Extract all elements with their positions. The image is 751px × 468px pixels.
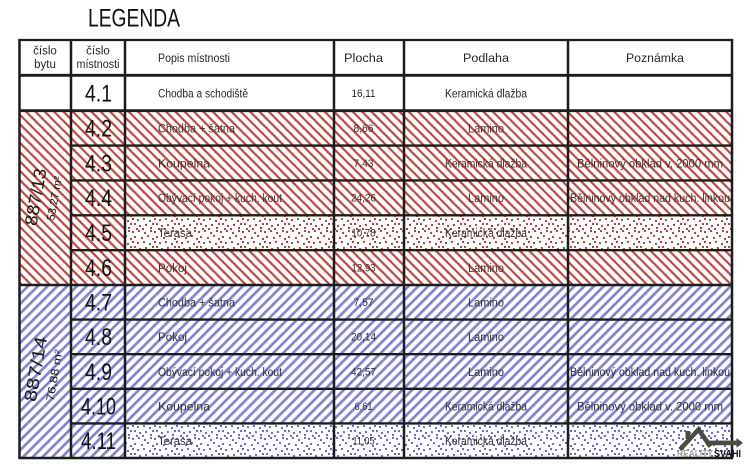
svg-text:4.9: 4.9 [85,359,112,386]
svg-text:11,05: 11,05 [353,436,375,448]
svg-text:Chodba + šatna: Chodba + šatna [158,296,235,310]
svg-text:Obývací pokoj + kuch. kout: Obývací pokoj + kuch. kout [158,191,282,205]
svg-text:20,14: 20,14 [351,332,376,344]
svg-text:Lamino: Lamino [468,191,504,205]
svg-text:Lamino: Lamino [468,365,504,379]
svg-text:24,26: 24,26 [351,193,376,205]
svg-text:Bělninový obklad v. 2000 mm: Bělninový obklad v. 2000 mm [577,156,723,170]
svg-text:4.2: 4.2 [85,115,112,142]
svg-text:Podlaha: Podlaha [463,51,509,65]
svg-text:Terasa: Terasa [158,226,192,240]
svg-text:Keramická dlažba: Keramická dlažba [445,399,527,413]
svg-text:Plocha: Plocha [344,51,383,65]
svg-text:Pokoj: Pokoj [158,261,187,275]
svg-text:Lamino: Lamino [468,261,504,275]
svg-text:Keramická dlažba: Keramická dlažba [445,434,527,448]
svg-text:4.1: 4.1 [85,80,112,107]
svg-text:Lamino: Lamino [468,121,504,135]
svg-text:Lamino: Lamino [468,296,504,310]
svg-text:Pokoj: Pokoj [158,330,187,344]
svg-text:4.3: 4.3 [85,150,112,177]
svg-text:12,93: 12,93 [352,262,376,274]
svg-text:6,61: 6,61 [355,401,373,413]
svg-text:Keramická dlažba: Keramická dlažba [445,226,527,240]
svg-text:Koupelna: Koupelna [158,156,210,170]
svg-text:Terasa: Terasa [158,434,192,448]
svg-text:Poznámka: Poznámka [626,51,684,65]
svg-text:bytu: bytu [34,59,56,71]
svg-text:SVAHI: SVAHI [714,449,741,460]
svg-text:4.11: 4.11 [81,428,116,455]
svg-text:4.7: 4.7 [85,290,112,317]
svg-text:4.6: 4.6 [85,255,112,282]
svg-text:Lamino: Lamino [468,330,504,344]
svg-text:4.10: 4.10 [81,393,116,420]
svg-text:7,43: 7,43 [354,158,374,170]
svg-text:Bělninový obklad nad kuch. lin: Bělninový obklad nad kuch. linkou [570,191,730,205]
svg-text:4.5: 4.5 [85,220,112,247]
svg-text:Keramická dlažba: Keramická dlažba [445,156,527,170]
svg-text:Popis místnosti: Popis místnosti [158,51,230,65]
svg-text:Obývací pokoj + kuch. kout: Obývací pokoj + kuch. kout [158,365,282,379]
svg-text:Bělninový obklad v. 2000 mm: Bělninový obklad v. 2000 mm [577,399,723,413]
svg-text:LEGENDA: LEGENDA [88,5,180,33]
svg-text:16,11: 16,11 [352,88,376,100]
svg-text:42,57: 42,57 [351,366,376,378]
svg-text:Chodba + šatna: Chodba + šatna [158,121,235,135]
svg-text:číslo: číslo [33,45,57,57]
svg-text:Koupelna: Koupelna [158,399,210,413]
svg-text:8,66: 8,66 [354,123,374,135]
svg-text:číslo: číslo [86,45,110,57]
svg-text:4.4: 4.4 [85,185,112,212]
svg-text:Keramická dlažba: Keramická dlažba [445,86,527,100]
svg-text:4.8: 4.8 [85,324,112,351]
svg-text:7,57: 7,57 [354,297,374,309]
svg-text:10,78: 10,78 [352,228,376,240]
svg-text:Bělninový obklad nad kuch. lin: Bělninový obklad nad kuch. linkou [570,365,730,379]
svg-text:Chodba a schodiště: Chodba a schodiště [158,86,248,100]
svg-text:REALITY: REALITY [677,449,713,459]
svg-text:místnosti: místnosti [77,59,120,71]
